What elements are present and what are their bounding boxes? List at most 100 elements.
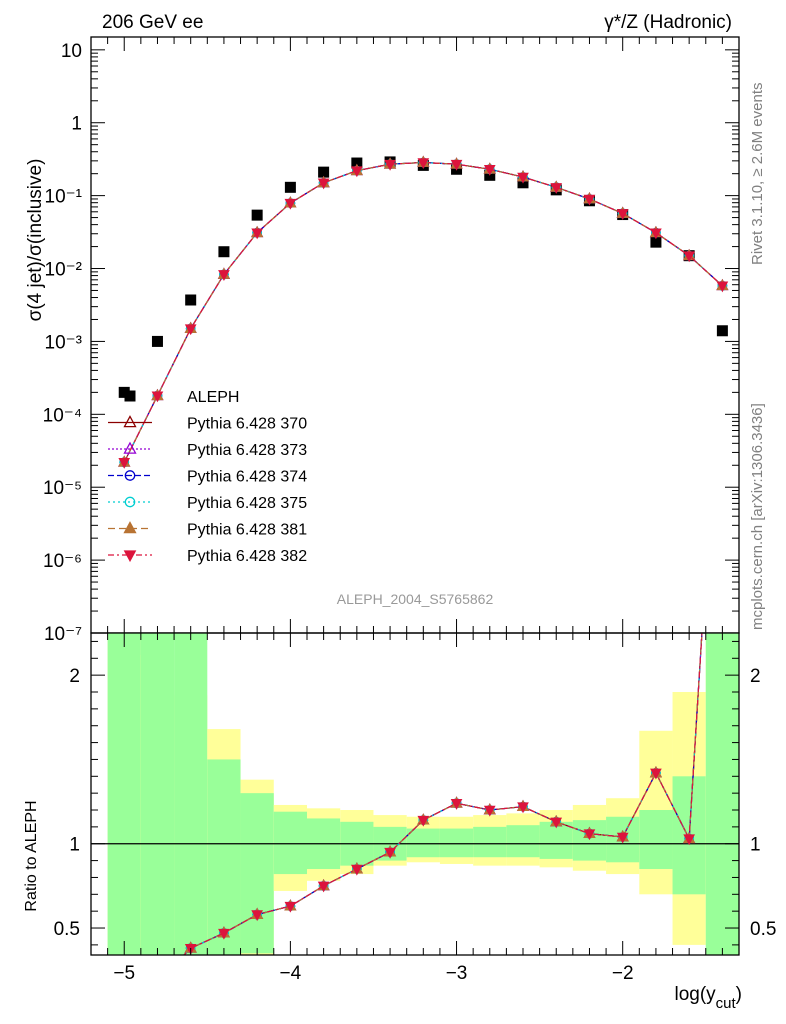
legend-marker	[124, 496, 136, 508]
mc-point	[184, 324, 197, 336]
main-panel: 10⁻⁷ 10⁻⁶ 10⁻⁵ 10⁻⁴ 10⁻³ 10⁻² 10⁻¹ 1 10	[43, 36, 740, 645]
ratio-point	[152, 976, 162, 985]
ratio-point	[119, 988, 129, 997]
stat-band	[406, 828, 440, 858]
mc-point	[417, 158, 430, 170]
ratio-point	[717, 299, 727, 308]
data-point	[185, 294, 197, 306]
stat-band	[439, 828, 474, 858]
ratio-point	[119, 988, 129, 997]
y-ticks	[91, 49, 739, 634]
mc-point	[483, 165, 496, 176]
stat-band	[572, 820, 607, 861]
ratio-point	[650, 768, 662, 780]
mc-point	[218, 270, 230, 281]
ratio-point	[717, 301, 727, 310]
y-tick-label: 1	[71, 114, 82, 135]
mcplots-label: mcplots.cern.ch [arXiv:1306.3436]	[749, 403, 766, 630]
ratio-point	[153, 978, 162, 987]
mc-point	[317, 178, 330, 190]
data-point	[118, 386, 130, 398]
main-frame	[90, 36, 740, 634]
ratio-point	[119, 990, 129, 999]
legend: ALEPH Pythia 6.428 370 Pythia 6.428 373 Pyt…	[108, 389, 307, 565]
header-left: 206 GeV ee	[102, 12, 203, 33]
ratio-point	[317, 881, 330, 893]
analysis-watermark: ALEPH_2004_S5765862	[337, 591, 494, 607]
mc-point	[351, 166, 363, 178]
series-0	[118, 156, 728, 398]
legend-marker	[123, 550, 137, 563]
y-tick-label: 10⁻⁴	[43, 405, 82, 426]
data-point	[284, 181, 296, 193]
data-point	[318, 166, 330, 178]
ratio-point	[718, 300, 727, 309]
legend-item: Pythia 6.428 382	[108, 548, 307, 565]
mc-point	[650, 228, 662, 240]
data-point	[716, 325, 728, 337]
ratio-point	[153, 978, 162, 987]
ratio-y-tick-label-right: 0.5	[750, 919, 776, 940]
legend-label: Pythia 6.428 374	[187, 469, 307, 486]
stat-band	[273, 811, 307, 875]
stat-band	[705, 633, 739, 955]
ratio-panel: −5 −4 −3 −2 0.5 0.5 1 1 2 2	[54, 37, 776, 999]
data-point	[650, 236, 662, 248]
ratio-point	[351, 864, 363, 876]
y-tick-label: 10⁻⁵	[43, 478, 82, 499]
ratio-point	[616, 832, 629, 844]
legend-label: Pythia 6.428 381	[187, 522, 307, 539]
ratio-point	[152, 976, 162, 985]
main-data	[118, 155, 729, 469]
ratio-point	[550, 817, 563, 829]
ratio-y-tick-label: 0.5	[54, 919, 80, 940]
mc-point	[118, 457, 131, 469]
legend-label: Pythia 6.428 375	[187, 495, 307, 512]
ratio-xlabel: log(ycut)	[674, 984, 742, 1012]
y-tick-label: 10	[61, 41, 82, 62]
y-tick-label: 10⁻³	[45, 332, 83, 353]
y-tick-label: 10⁻⁷	[44, 624, 82, 645]
legend-label: Pythia 6.428 382	[187, 548, 307, 565]
y-tick-label: 10⁻²	[45, 260, 83, 281]
mc-point	[616, 209, 629, 220]
legend-marker	[123, 521, 137, 534]
ratio-y-tick-label-right: 2	[750, 666, 761, 687]
mc-point	[284, 198, 297, 210]
ratio-point	[717, 299, 727, 308]
ratio-y-tick-label-right: 1	[750, 835, 761, 856]
y-tick-label: 10⁻⁶	[43, 551, 82, 572]
series-6	[118, 158, 729, 469]
ratio-point	[218, 928, 230, 940]
x-tick-label: −2	[612, 963, 634, 984]
legend-item: Pythia 6.428 370	[108, 415, 307, 433]
legend-label: Pythia 6.428 370	[187, 416, 307, 433]
ratio-data	[119, 299, 727, 999]
stat-band	[639, 810, 673, 870]
legend-item: Pythia 6.428 373	[108, 441, 307, 459]
ratio-point	[517, 802, 529, 814]
x-tick-label: −5	[113, 963, 135, 984]
ratio-point	[119, 988, 129, 997]
stat-band	[140, 633, 175, 955]
mc-point	[450, 159, 463, 171]
ratio-y-tick-label: 1	[69, 835, 80, 856]
legend-marker	[123, 415, 137, 428]
legend-item: ALEPH	[124, 389, 239, 406]
ratio-frame	[90, 632, 740, 956]
rivet-label: Rivet 3.1.10, ≥ 2.6M events	[749, 83, 766, 266]
legend-item: Pythia 6.428 375	[108, 495, 307, 512]
ratio-point	[284, 901, 297, 913]
stat-band	[506, 825, 540, 858]
y-tick-label: 10⁻¹	[45, 187, 83, 208]
mc-point	[716, 281, 729, 293]
ratio-y-tick-label: 2	[69, 666, 80, 687]
mc-point	[583, 194, 596, 206]
header-right: γ*/Z (Hadronic)	[604, 12, 732, 33]
mc-point	[251, 228, 263, 240]
ratio-point	[251, 910, 263, 922]
ratio-point	[718, 300, 727, 309]
legend-item: Pythia 6.428 374	[108, 469, 307, 486]
ratio-point	[417, 815, 430, 827]
